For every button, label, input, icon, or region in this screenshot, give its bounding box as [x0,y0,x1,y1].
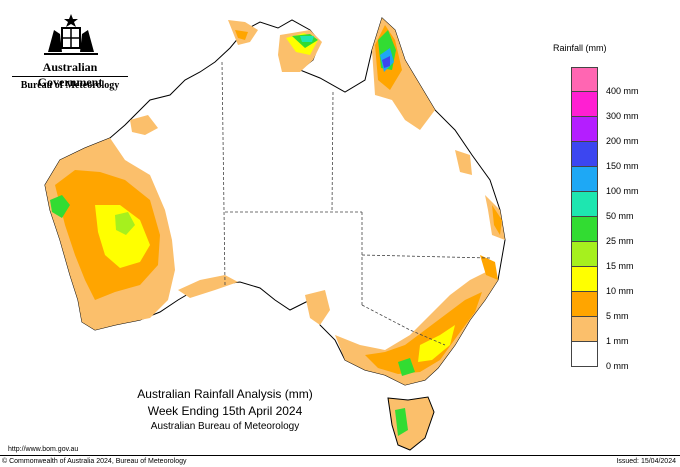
qld-rain-150mm [382,56,390,68]
government-title: Australian Government [37,60,103,89]
wa-rain-coast [178,275,238,298]
legend-swatch [571,242,598,267]
legend-label: 300 mm [606,111,639,121]
legend-label: 150 mm [606,161,639,171]
caption-title: Australian Rainfall Analysis (mm) [137,387,313,401]
legend-label: 1 mm [606,336,629,346]
legend-swatch [571,342,598,367]
legend-swatch [571,92,598,117]
caption-period: Week Ending 15th April 2024 [147,404,303,418]
qld-coast-rain [455,150,472,175]
legend-title: Rainfall (mm) [553,43,607,53]
footer-divider [0,455,680,456]
sa-rain [305,290,330,325]
legend [571,67,598,367]
legend-swatch [571,292,598,317]
wa-rain-kimberley [130,115,158,135]
legend-label: 25 mm [606,236,634,246]
wa-rain-15mm [115,212,135,235]
bureau-title: Bureau of Meteorology [20,80,120,91]
se-rain-25mm [398,358,415,376]
legend-label: 50 mm [606,211,634,221]
wa-rain-10mm [95,205,150,268]
legend-swatch [571,192,598,217]
legend-swatch [571,317,598,342]
tas-rain-25mm [395,408,408,436]
legend-label: 0 mm [606,361,629,371]
nsw-coast-rain [480,255,498,280]
wa-rain-25mm [50,195,70,218]
legend-label: 5 mm [606,311,629,321]
legend-label: 400 mm [606,86,639,96]
legend-swatch [571,267,598,292]
legend-swatch [571,167,598,192]
se-rain-10mm [418,325,455,362]
legend-label: 15 mm [606,261,634,271]
qld-se-rain-5mm [492,205,502,235]
website-url[interactable]: http://www.bom.gov.au [8,446,79,453]
tasmania-outline [387,396,435,451]
header-divider [12,76,128,77]
legend-swatch [571,117,598,142]
nt-rain-5mm [235,30,248,40]
legend-swatch [571,217,598,242]
arnhem-rain-50mm [300,36,314,42]
se-rain-5mm [365,292,482,374]
coat-of-arms-icon [44,14,98,55]
legend-swatch [571,142,598,167]
legend-swatch [571,67,598,92]
issued-date: Issued: 15/04/2024 [616,458,676,465]
legend-label: 200 mm [606,136,639,146]
state-borders [221,61,491,346]
copyright-notice: © Commonwealth of Australia 2024, Bureau… [2,458,187,465]
legend-label: 10 mm [606,286,634,296]
legend-label: 100 mm [606,186,639,196]
caption-source: Australian Bureau of Meteorology [150,421,300,432]
